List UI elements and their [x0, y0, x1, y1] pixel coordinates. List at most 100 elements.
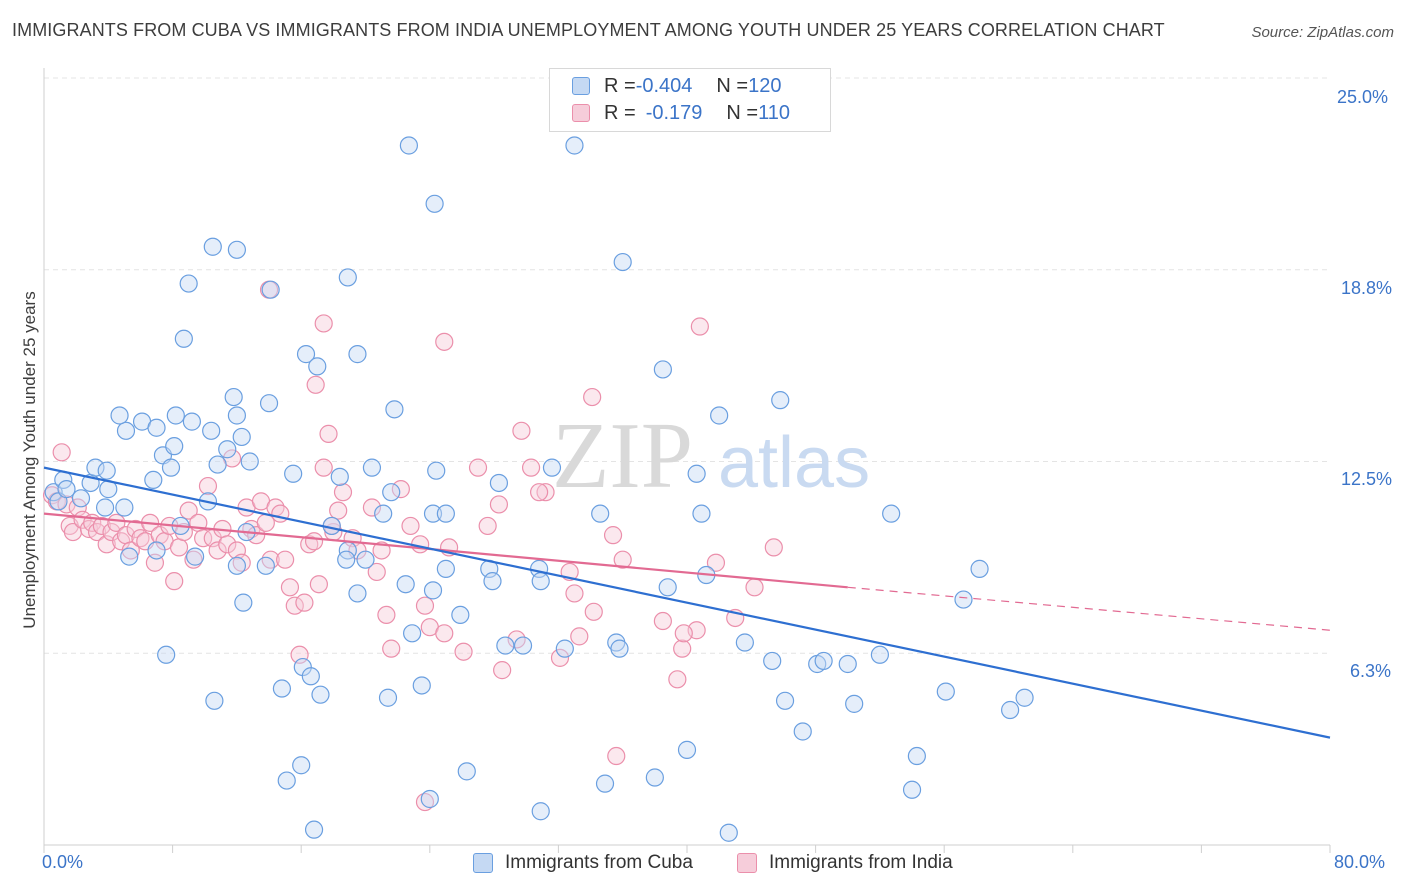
cuba-point — [311, 685, 330, 704]
x-tick-label-max: 80.0% — [1334, 852, 1386, 872]
cuba-point — [531, 802, 550, 821]
cuba-point — [427, 461, 446, 480]
cuba-point — [261, 280, 280, 299]
cuba-point — [658, 578, 677, 597]
legend-row-cuba: R = -0.404 N = 120 — [572, 73, 781, 99]
trend-lines — [43, 466, 1331, 739]
legend-n-label: N = — [716, 74, 749, 97]
cuba-swatch — [572, 77, 590, 95]
india-point — [536, 483, 555, 502]
india-swatch — [572, 104, 590, 122]
legend-r-label: R = — [604, 74, 636, 97]
legend-row-india: R = -0.179 N = 110 — [572, 100, 790, 126]
cuba-point — [565, 136, 584, 155]
cuba-legend-label: Immigrants from Cuba — [505, 852, 693, 873]
cuba-point — [677, 740, 697, 759]
cuba-point — [692, 504, 711, 523]
india-point — [584, 602, 603, 621]
cuba-point — [208, 455, 227, 474]
y-tick-label-12-5: 12.5% — [1341, 469, 1393, 489]
india-legend-swatch — [737, 853, 757, 873]
india-point — [319, 424, 338, 443]
cuba-point — [451, 605, 470, 625]
india-point — [179, 501, 198, 520]
cuba-point — [399, 136, 419, 155]
cuba-point — [330, 467, 349, 486]
axes — [43, 68, 1331, 853]
cuba-point — [542, 458, 562, 477]
india-point — [102, 522, 121, 542]
cuba-point — [436, 504, 455, 523]
cuba-point — [595, 774, 615, 793]
legend-n-label: N = — [726, 101, 759, 124]
cuba-point — [362, 458, 382, 477]
cuba-point — [234, 593, 253, 612]
india-point — [329, 501, 348, 520]
cuba-point — [115, 498, 134, 517]
india-point — [367, 562, 386, 582]
series-legend: Immigrants from Cuba Immigrants from Ind… — [0, 852, 1406, 876]
cuba-point — [356, 550, 375, 569]
india-point — [165, 572, 184, 591]
india-point — [603, 526, 623, 545]
cuba-point — [338, 268, 357, 287]
cuba-point — [814, 651, 833, 671]
india-point — [690, 317, 709, 336]
cuba-point — [240, 452, 259, 471]
india-point — [565, 584, 584, 603]
cuba-point — [202, 421, 221, 440]
cuba-point — [936, 682, 955, 701]
cuba-point — [420, 789, 439, 809]
cuba-point — [301, 667, 320, 686]
cuba-point — [907, 746, 926, 766]
correlation-legend: R = -0.404 N = 120 R = -0.179 N = 110 — [549, 68, 831, 132]
cuba-point — [292, 756, 311, 775]
india-point — [198, 476, 218, 496]
cuba-point — [870, 645, 890, 664]
cuba-point — [374, 504, 393, 523]
x-tick-label-min: 0.0% — [42, 852, 84, 872]
cuba-point — [613, 252, 632, 272]
cuba-point — [157, 645, 176, 664]
india-point — [306, 375, 325, 394]
india-point — [764, 538, 783, 557]
cuba-point — [423, 504, 443, 523]
india-point — [131, 529, 150, 548]
india-point — [583, 387, 602, 407]
india-point — [550, 648, 570, 667]
cuba-point — [489, 473, 509, 493]
india-point — [184, 550, 203, 569]
cuba-point — [531, 572, 550, 591]
cuba-point — [645, 768, 664, 787]
india-point — [435, 332, 454, 351]
cuba-point — [227, 556, 246, 575]
cuba-point — [710, 406, 729, 425]
cuba-point — [954, 590, 973, 609]
cuba-point — [425, 194, 444, 213]
cuba-point — [116, 421, 136, 440]
india-point — [194, 529, 213, 548]
cuba-point — [308, 357, 327, 376]
cuba-point — [719, 823, 738, 842]
india-legend-label: Immigrants from India — [769, 852, 953, 873]
india-point — [653, 611, 672, 631]
cuba-point — [771, 391, 790, 410]
india-point — [208, 541, 227, 560]
cuba-point — [166, 406, 185, 425]
india-point — [372, 541, 391, 560]
india-point — [415, 596, 435, 615]
cuba-point — [147, 418, 166, 437]
cuba-point — [304, 820, 324, 839]
legend-item-cuba: Immigrants from Cuba — [473, 852, 693, 874]
india-point — [489, 495, 509, 514]
cuba-point — [1015, 688, 1034, 707]
india-point — [150, 526, 169, 545]
cuba-point — [147, 541, 166, 560]
cuba-point — [763, 651, 782, 671]
india-point — [415, 792, 435, 812]
cuba-point — [845, 694, 864, 713]
cuba-point — [348, 584, 367, 603]
cuba-point — [227, 240, 246, 259]
cuba-point — [610, 639, 629, 658]
india-point — [570, 627, 589, 646]
